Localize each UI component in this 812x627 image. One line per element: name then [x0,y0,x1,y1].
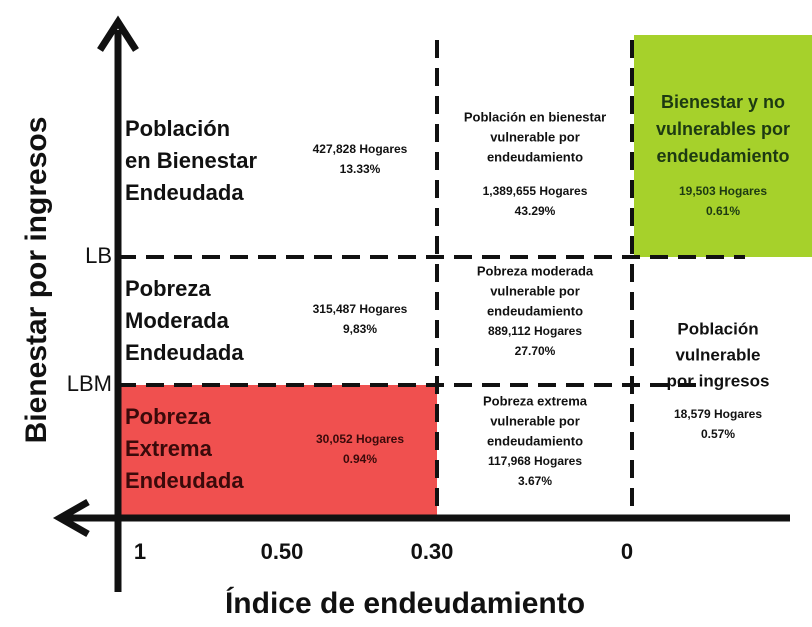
households: 117,968 Hogares [488,454,582,468]
households: 427,828 Hogares [313,142,408,156]
share: 13.33% [340,162,381,176]
red-box [120,385,437,518]
cell-label: Endeudada [125,180,244,205]
cell-label: Pobreza extrema [483,393,588,408]
cell-label: endeudamiento [487,149,583,164]
x-tick: 0.30 [411,539,454,564]
households: 18,579 Hogares [674,407,762,421]
x-arrow [52,498,90,538]
cell-label: Pobreza [125,404,211,429]
cell-label: Endeudada [125,468,244,493]
cell-label: vulnerables por [656,119,790,139]
y-marker: LB [85,243,112,268]
share: 0.94% [343,452,377,466]
households: 315,487 Hogares [313,302,408,316]
cell-label: Moderada [125,308,230,333]
x-tick: 1 [134,539,146,564]
x-tick: 0 [621,539,633,564]
cell-label: Endeudada [125,340,244,365]
cell-label: Pobreza moderada [477,263,594,278]
cell-label: Pobreza [125,276,211,301]
y-arrow [97,15,139,52]
x-tick: 0.50 [261,539,304,564]
cell-label: endeudamiento [487,433,583,448]
share: 43.29% [515,204,556,218]
households: 1,389,655 Hogares [483,184,588,198]
cell-label: vulnerable por [490,129,580,144]
households: 30,052 Hogares [316,432,404,446]
cell-label: Población [125,116,230,141]
cell-label: endeudamiento [656,146,789,166]
share: 0.57% [701,427,735,441]
households: 19,503 Hogares [679,184,767,198]
share: 3.67% [518,474,552,488]
households: 889,112 Hogares [488,324,582,338]
cell-label: por ingresos [667,371,770,390]
share: 9,83% [343,322,377,336]
y-marker: LBM [67,371,112,396]
cell-label: Bienestar y no [661,92,785,112]
cell-label: en Bienestar [125,148,257,173]
cell-label: Población [677,319,758,338]
share: 27.70% [515,344,556,358]
green-box [634,35,812,257]
cell-label: Extrema [125,436,213,461]
cell-label: vulnerable por [490,283,580,298]
share: 0.61% [706,204,740,218]
cell-label: Población en bienestar [464,109,606,124]
cell-label: endeudamiento [487,303,583,318]
cell-label: vulnerable por [490,413,580,428]
y-axis-label: Bienestar por ingresos [20,117,53,444]
cell-label: vulnerable [675,345,760,364]
x-axis-label: Índice de endeudamiento [225,586,585,620]
